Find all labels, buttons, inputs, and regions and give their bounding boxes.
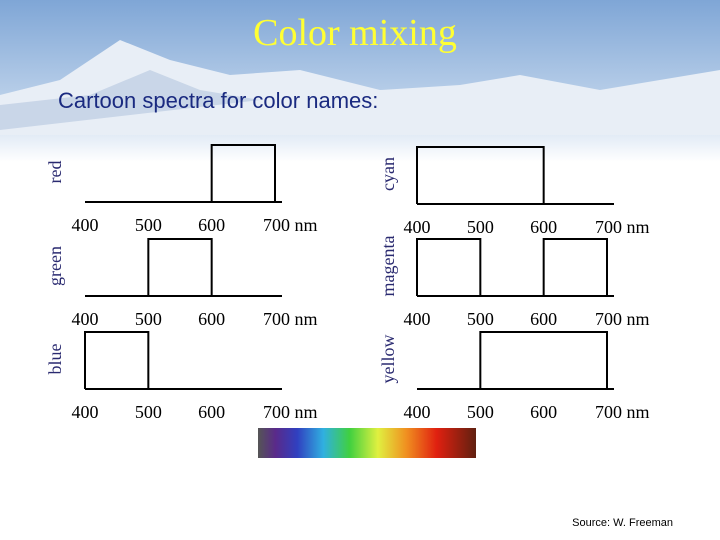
x-tick-label: 500 bbox=[467, 309, 494, 329]
spectrum-name: magenta bbox=[378, 236, 398, 297]
spectrum-name: blue bbox=[45, 343, 65, 374]
x-tick-label: 400 bbox=[404, 217, 431, 237]
x-tick-label: 700 nm bbox=[263, 309, 318, 329]
band bbox=[479, 331, 608, 389]
spectrum-image bbox=[258, 428, 476, 458]
spectrum-panel: 400 500 600 700 nm magenta bbox=[378, 236, 649, 329]
x-tick-label: 600 bbox=[198, 309, 225, 329]
x-tick-label: 400 bbox=[72, 309, 99, 329]
x-tick-label: 400 bbox=[404, 402, 431, 422]
band bbox=[416, 238, 482, 296]
source: Source: W. Freeman bbox=[572, 517, 673, 529]
x-tick-label: 600 bbox=[530, 217, 557, 237]
x-tick-label: 700 nm bbox=[595, 309, 650, 329]
x-tick-label: 400 bbox=[72, 215, 99, 235]
spectrum-panel: 400 500 600 700 nm green bbox=[45, 238, 318, 329]
x-tick-label: 700 nm bbox=[263, 402, 318, 422]
x-tick-label: 500 bbox=[135, 402, 162, 422]
spectrum-name: green bbox=[45, 246, 65, 286]
x-tick-label: 400 bbox=[72, 402, 99, 422]
slide-title: Color mixing bbox=[253, 12, 457, 54]
spectrum-panel: 400 500 600 700 nm cyan bbox=[378, 146, 650, 237]
x-tick-label: 600 bbox=[530, 309, 557, 329]
x-tick-label: 500 bbox=[135, 309, 162, 329]
spectrum-name: yellow bbox=[378, 335, 398, 384]
x-tick-label: 600 bbox=[198, 215, 225, 235]
spectrum-panel: 400 500 600 700 nm yellow bbox=[378, 331, 650, 422]
band bbox=[210, 144, 276, 202]
x-tick-label: 700 nm bbox=[263, 215, 318, 235]
x-tick-label: 700 nm bbox=[595, 402, 650, 422]
band bbox=[84, 331, 150, 389]
mountains bbox=[0, 40, 720, 135]
band bbox=[147, 238, 213, 296]
subtitle: Cartoon spectra for color names: bbox=[58, 88, 378, 113]
spectrum-panel: 400 500 600 700 nm blue bbox=[45, 331, 318, 422]
x-tick-label: 400 bbox=[404, 309, 431, 329]
mountain-shade bbox=[0, 70, 260, 130]
x-tick-label: 500 bbox=[467, 217, 494, 237]
band bbox=[542, 238, 608, 296]
spectrum-name: red bbox=[45, 161, 65, 184]
x-tick-label: 600 bbox=[530, 402, 557, 422]
spectrum-panel: 400 500 600 700 nm red bbox=[45, 144, 318, 235]
x-tick-label: 600 bbox=[198, 402, 225, 422]
band bbox=[416, 146, 545, 204]
spectrum-name: cyan bbox=[378, 157, 398, 191]
x-tick-label: 500 bbox=[467, 402, 494, 422]
x-tick-label: 500 bbox=[135, 215, 162, 235]
x-tick-label: 700 nm bbox=[595, 217, 650, 237]
